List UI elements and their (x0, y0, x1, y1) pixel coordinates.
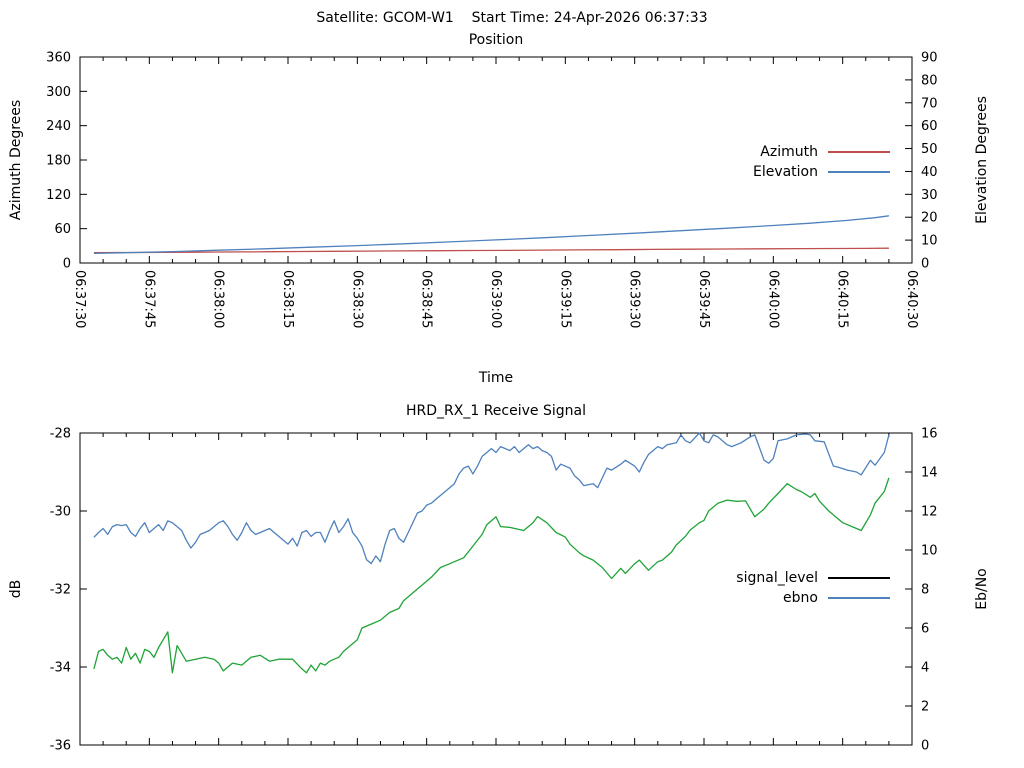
legend-label-azimuth: Azimuth (760, 144, 818, 160)
svg-text:6: 6 (921, 622, 929, 637)
svg-text:-36: -36 (50, 739, 71, 754)
svg-text:70: 70 (921, 96, 938, 111)
svg-text:0: 0 (63, 257, 71, 272)
svg-text:10: 10 (921, 544, 938, 559)
svg-text:06:39:45: 06:39:45 (696, 270, 711, 328)
position-chart-title: Position (468, 32, 524, 48)
svg-text:90: 90 (921, 51, 938, 66)
ebno-axis-label: Eb/No (974, 568, 990, 610)
svg-text:06:40:00: 06:40:00 (765, 270, 780, 328)
svg-text:240: 240 (46, 119, 71, 134)
elevation-axis-label: Elevation Degrees (974, 96, 990, 224)
svg-text:-30: -30 (50, 505, 71, 520)
svg-text:06:38:15: 06:38:15 (280, 270, 295, 328)
svg-text:06:39:00: 06:39:00 (488, 270, 503, 328)
legend-item-azimuth: Azimuth (753, 142, 890, 162)
azimuth-axis-label: Azimuth Degrees (8, 99, 24, 221)
svg-text:10: 10 (921, 234, 938, 249)
svg-text:06:37:45: 06:37:45 (141, 270, 156, 328)
svg-text:-34: -34 (50, 661, 71, 676)
svg-text:06:38:00: 06:38:00 (211, 270, 226, 328)
svg-text:60: 60 (54, 222, 71, 237)
svg-text:40: 40 (921, 165, 938, 180)
legend-line-elevation (828, 171, 890, 173)
legend-line-ebno (828, 597, 890, 599)
svg-text:12: 12 (921, 505, 938, 520)
svg-text:8: 8 (921, 583, 929, 598)
svg-text:0: 0 (921, 257, 929, 272)
svg-text:50: 50 (921, 142, 938, 157)
legend-line-azimuth (828, 151, 890, 153)
legend-label-signal-level: signal_level (736, 570, 818, 586)
svg-text:300: 300 (46, 85, 71, 100)
svg-text:0: 0 (921, 739, 929, 754)
db-axis-label: dB (8, 579, 24, 599)
svg-text:06:39:15: 06:39:15 (557, 270, 572, 328)
receive-signal-chart-title: HRD_RX_1 Receive Signal (406, 403, 586, 419)
svg-text:4: 4 (921, 661, 929, 676)
svg-text:06:39:30: 06:39:30 (627, 270, 642, 328)
svg-text:16: 16 (921, 427, 938, 442)
svg-text:60: 60 (921, 119, 938, 134)
svg-text:06:38:30: 06:38:30 (349, 270, 364, 328)
legend-item-signal-level: signal_level (736, 568, 890, 588)
svg-text:80: 80 (921, 73, 938, 88)
svg-text:06:40:15: 06:40:15 (835, 270, 850, 328)
legend-item-ebno: ebno (736, 588, 890, 608)
receive-signal-legend: signal_level ebno (736, 568, 890, 608)
figure-title: Satellite: GCOM-W1 Start Time: 24-Apr-20… (316, 10, 708, 26)
svg-text:360: 360 (46, 51, 71, 66)
svg-text:06:38:45: 06:38:45 (419, 270, 434, 328)
svg-text:120: 120 (46, 188, 71, 203)
svg-text:-28: -28 (50, 427, 71, 442)
svg-text:06:40:30: 06:40:30 (904, 270, 919, 328)
legend-line-signal-level (828, 577, 890, 579)
svg-text:180: 180 (46, 154, 71, 169)
svg-text:20: 20 (921, 211, 938, 226)
svg-text:2: 2 (921, 700, 929, 715)
legend-item-elevation: Elevation (753, 162, 890, 182)
position-legend: Azimuth Elevation (753, 142, 890, 182)
legend-label-elevation: Elevation (752, 164, 818, 180)
svg-text:14: 14 (921, 466, 938, 481)
legend-label-ebno: ebno (783, 590, 818, 606)
time-axis-label: Time (478, 370, 514, 386)
svg-text:30: 30 (921, 188, 938, 203)
svg-text:-32: -32 (50, 583, 71, 598)
svg-text:06:37:30: 06:37:30 (72, 270, 87, 328)
